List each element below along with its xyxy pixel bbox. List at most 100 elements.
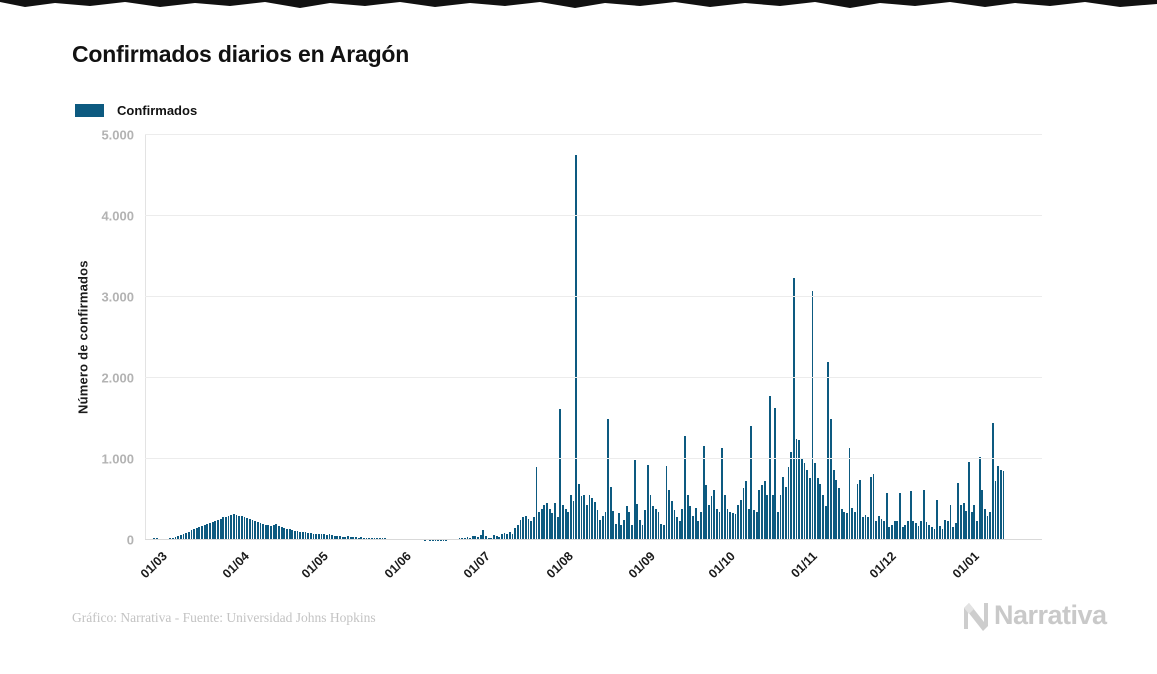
bar [856, 484, 859, 540]
bar [538, 511, 540, 540]
bar [246, 518, 249, 540]
bar [822, 495, 824, 540]
bar [697, 521, 700, 540]
narrativa-wordmark: Narrativa [994, 600, 1107, 630]
bar [487, 537, 490, 540]
bar [737, 505, 739, 540]
bar [620, 525, 623, 540]
bar [869, 476, 872, 540]
bar [721, 448, 724, 540]
bar [474, 535, 477, 540]
bar [323, 534, 325, 540]
bar [747, 509, 750, 540]
top-artifact-strip [0, 0, 1157, 8]
x-tick-label: 01/08 [543, 549, 576, 582]
bar [567, 512, 570, 540]
bar [469, 537, 471, 540]
bar [729, 511, 732, 540]
bar [875, 520, 877, 540]
bar [546, 502, 548, 540]
bar [851, 508, 854, 540]
bar [930, 527, 933, 540]
bar [524, 515, 527, 540]
bar [211, 521, 214, 540]
bar [639, 519, 641, 540]
bar [872, 474, 875, 540]
bar [466, 537, 469, 540]
bar [493, 535, 495, 540]
y-tick-label: 3.000 [101, 289, 134, 305]
bar [235, 514, 238, 540]
bar [195, 527, 198, 540]
page-title: Confirmados diarios en Aragón [72, 41, 410, 67]
bar [317, 534, 320, 540]
bar [174, 536, 177, 540]
bar [301, 531, 304, 540]
bar [723, 495, 726, 540]
y-tick-label: 4.000 [101, 208, 134, 224]
bar [251, 520, 254, 540]
bar [830, 418, 832, 540]
x-tick-label: 01/03 [137, 549, 170, 582]
bar [946, 521, 949, 540]
bar [670, 501, 673, 540]
bar [893, 521, 896, 540]
gridline [145, 377, 1042, 378]
bar [784, 487, 787, 540]
bar [702, 446, 705, 540]
bar [336, 535, 339, 540]
bar [283, 527, 286, 540]
bar [877, 515, 880, 540]
bar [673, 510, 676, 540]
bar [835, 480, 838, 540]
source-credit: Gráfico: Narrativa - Fuente: Universidad… [72, 610, 376, 625]
bar [225, 516, 227, 540]
bar [593, 501, 596, 540]
bar [925, 522, 928, 540]
bar [800, 458, 803, 540]
bar [535, 467, 538, 540]
bar [769, 395, 771, 540]
y-tick-label: 5.000 [101, 127, 134, 143]
bar [360, 537, 363, 540]
bar [583, 494, 586, 540]
bar [631, 525, 633, 540]
bar [859, 480, 862, 540]
bar [562, 505, 564, 540]
bar [846, 513, 848, 540]
bar [498, 536, 501, 540]
bar [827, 361, 830, 540]
bar [689, 505, 692, 540]
bar [182, 533, 185, 540]
bar [599, 519, 601, 540]
bar [625, 505, 628, 540]
bar [915, 522, 917, 540]
bar [692, 515, 694, 540]
bar [580, 496, 583, 540]
bar [254, 520, 256, 540]
bar [495, 535, 498, 540]
bar [888, 527, 891, 540]
bar [272, 525, 275, 540]
bar [222, 517, 225, 540]
bar [792, 278, 795, 540]
bar [952, 527, 954, 540]
bar [907, 521, 909, 540]
bar [686, 494, 689, 540]
bar [477, 536, 479, 540]
x-tick-label: 01/06 [381, 549, 414, 582]
bar [262, 523, 264, 540]
bar [169, 537, 172, 540]
bar [339, 536, 341, 540]
bar [962, 502, 965, 540]
bar [976, 521, 978, 540]
bar [511, 533, 514, 540]
bar [718, 511, 721, 540]
bar [365, 537, 368, 540]
bar [554, 502, 556, 540]
bar [294, 530, 296, 540]
bar [628, 511, 631, 540]
gridline [145, 539, 1042, 540]
bar [623, 519, 625, 540]
bar [909, 491, 912, 540]
